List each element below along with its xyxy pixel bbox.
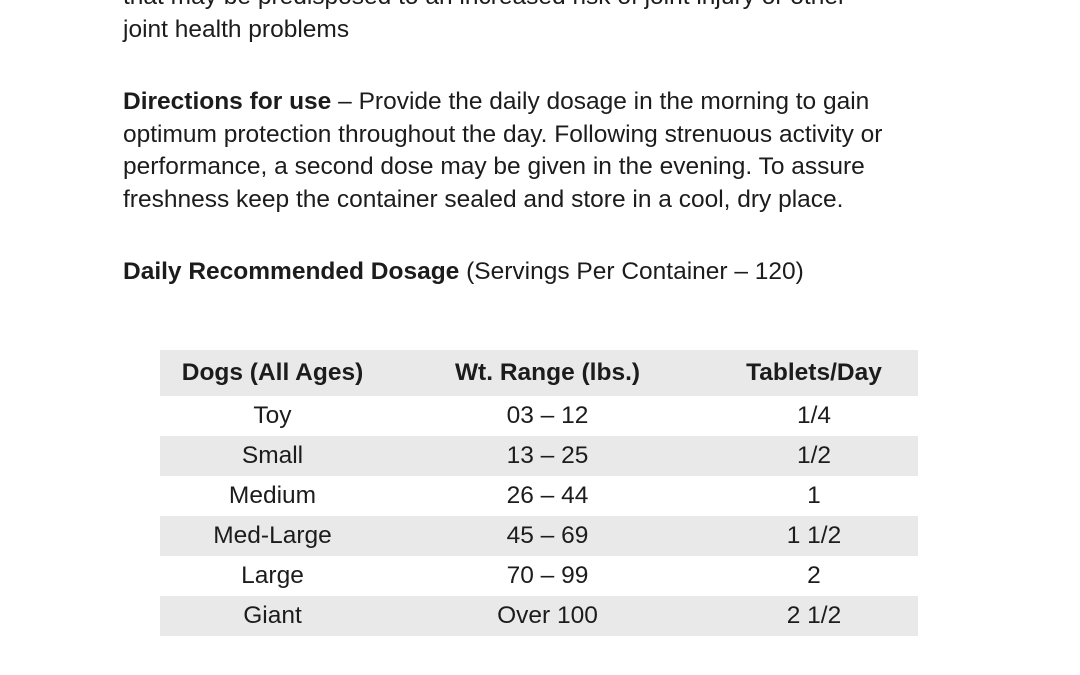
table-row: Large 70 – 99 2	[160, 556, 918, 596]
directions-line-4: freshness keep the container sealed and …	[123, 185, 844, 213]
cell-dog-size: Medium	[228, 482, 317, 509]
table-row: Med-Large 45 – 69 1 1/2	[160, 516, 918, 556]
cell-weight-range: 03 – 12	[506, 402, 589, 429]
directions-heading: Directions for use	[123, 88, 332, 115]
cell-weight-range: 70 – 99	[506, 562, 589, 589]
cell-weight-range: 26 – 44	[506, 482, 589, 509]
intro-line-2: joint health problems	[123, 15, 350, 43]
cell-tablets: 1	[807, 482, 821, 509]
cell-weight-range: 45 – 69	[506, 522, 589, 549]
cell-dog-size: Giant	[243, 602, 302, 629]
cell-dog-size: Med-Large	[213, 522, 332, 549]
table-row: Giant Over 100 2 1/2	[160, 596, 918, 636]
header-dogs: Dogs (All Ages)	[181, 359, 364, 386]
dosage-heading-line: Daily Recommended Dosage (Servings Per C…	[123, 256, 983, 289]
cell-tablets: 2	[807, 562, 821, 589]
intro-line-1: that may be predisposed to an increased …	[123, 0, 846, 10]
table-row: Toy 03 – 12 1/4	[160, 396, 918, 436]
intro-paragraph: that may be predisposed to an increased …	[123, 0, 983, 46]
directions-paragraph: Directions for use – Provide the daily d…	[123, 86, 983, 216]
cell-tablets: 1/2	[796, 442, 832, 469]
cell-dog-size: Toy	[253, 402, 292, 429]
dosage-heading: Daily Recommended Dosage	[123, 258, 460, 285]
cell-tablets: 1 1/2	[786, 522, 842, 549]
cell-weight-range: Over 100	[497, 602, 598, 629]
cell-weight-range: 13 – 25	[506, 442, 589, 469]
table-header-row: Dogs (All Ages) Wt. Range (lbs.) Tablets…	[160, 350, 918, 396]
directions-line-3: performance, a second dose may be given …	[123, 153, 865, 180]
header-weight-range: Wt. Range (lbs.)	[454, 359, 641, 386]
dosage-subheading: (Servings Per Container – 120)	[459, 258, 804, 285]
cell-dog-size: Large	[241, 562, 304, 589]
directions-line-1: Provide the daily dosage in the morning …	[358, 88, 870, 115]
cell-dog-size: Small	[241, 442, 304, 469]
table-row: Small 13 – 25 1/2	[160, 436, 918, 476]
cell-tablets: 2 1/2	[786, 602, 842, 629]
header-tablets-per-day: Tablets/Day	[746, 359, 882, 386]
directions-line-2: optimum protection throughout the day. F…	[123, 120, 883, 148]
directions-dash: –	[331, 88, 359, 115]
dosage-table: Dogs (All Ages) Wt. Range (lbs.) Tablets…	[160, 350, 918, 636]
cell-tablets: 1/4	[796, 402, 832, 429]
table-row: Medium 26 – 44 1	[160, 476, 918, 516]
